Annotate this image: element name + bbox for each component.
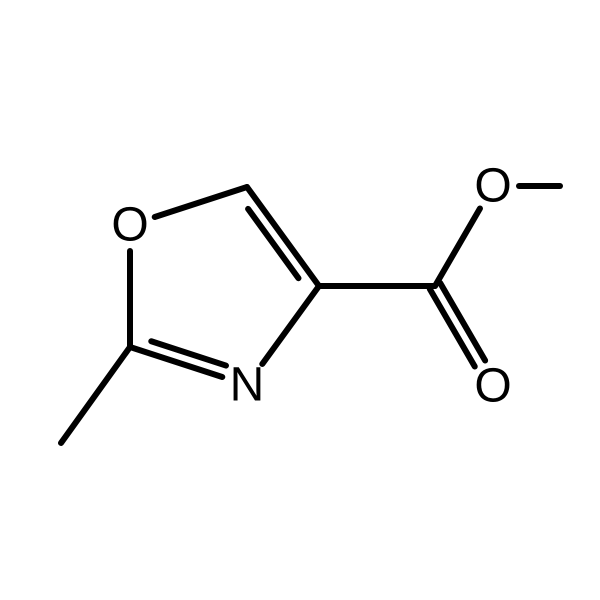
atom-label: N: [230, 359, 265, 412]
molecule-diagram: O N O O: [0, 0, 600, 600]
atom-label: O: [111, 199, 148, 252]
atom-label: O: [474, 160, 511, 213]
atom-label: O: [474, 360, 511, 413]
